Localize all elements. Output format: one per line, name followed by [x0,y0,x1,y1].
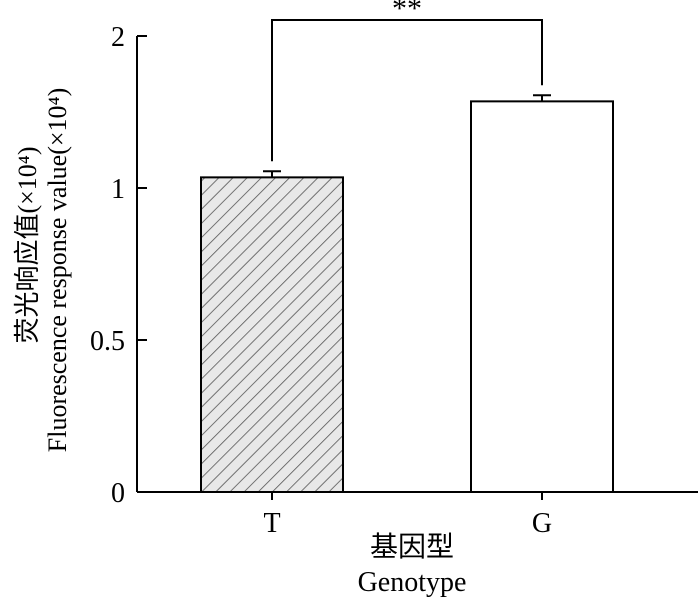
y-tick-label-1: 0.5 [90,326,125,357]
y-ticks-group: 0 0.5 1 2 [90,22,147,509]
y-tick-label-0: 0 [111,478,125,509]
x-tick-label-g: G [532,508,552,539]
significance-bracket: ** [271,0,543,162]
y-tick-label-2: 1 [111,174,125,205]
bar-g [470,100,614,494]
x-axis-label-en: Genotype [358,567,467,598]
bars-group [200,100,614,494]
y-tick-label-3: 2 [111,22,125,53]
significance-label: ** [392,0,422,25]
significance-bracket-line [271,19,543,162]
y-axis-label-en: Fluorescence response value(×10⁴) [43,88,72,452]
x-tick-label-t: T [263,508,280,539]
error-bars-group [263,94,551,178]
y-axis-label-cn: 荧光响应值(×10⁴) [13,146,42,343]
x-axis-label-cn: 基因型 [370,531,454,563]
bar-t [200,176,344,494]
